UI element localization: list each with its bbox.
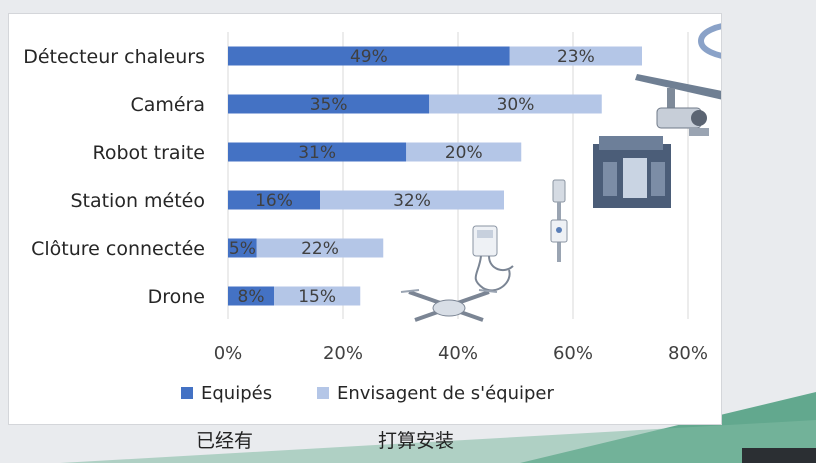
drone-icon [400, 289, 498, 322]
legend-label: Envisagent de s'équiper [337, 383, 554, 404]
bar-planning [320, 190, 504, 210]
bar-planning [429, 94, 602, 114]
data-label: 35% [310, 95, 348, 115]
category-label: Détecteur chaleurs [23, 46, 205, 68]
bars-layer [228, 46, 642, 306]
x-tick-label: 60% [553, 343, 593, 364]
bar-planning [256, 238, 384, 258]
stacked-bar-chart: 0% 20% 40% 60% 80% Détecteur chaleurs Caméra Ro… [23, 23, 721, 404]
heat-detector-collar-icon [698, 23, 721, 59]
weather-station-icon [550, 179, 568, 262]
category-label: Robot traite [93, 142, 205, 164]
category-label: Station météo [70, 190, 205, 212]
bar-planning [509, 46, 642, 66]
caption-equipped: 已经有 [196, 430, 254, 452]
data-label: 31% [298, 143, 336, 163]
dark-corner-block [742, 448, 816, 463]
data-label: 5% [229, 239, 256, 259]
bar-equipped [228, 94, 430, 114]
camera-icon [635, 74, 721, 136]
fence-energizer-icon [472, 225, 514, 292]
x-tick-label: 0% [214, 343, 243, 364]
data-label: 15% [298, 287, 336, 307]
bar-planning [406, 142, 522, 162]
legend: Equipés Envisagent de s'équiper [181, 383, 554, 404]
data-label: 32% [393, 191, 431, 211]
category-label: Caméra [130, 94, 205, 116]
legend-label: Equipés [201, 383, 272, 404]
green-accent-band-light [60, 420, 816, 463]
legend-swatch [181, 387, 193, 399]
category-label: Drone [148, 286, 205, 308]
grid-layer [227, 32, 689, 319]
bar-equipped [228, 190, 320, 210]
bar-equipped [228, 238, 257, 258]
category-label: Clôture connectée [31, 238, 205, 260]
data-label: 23% [557, 47, 595, 67]
bar-equipped [228, 46, 510, 66]
bar-planning [274, 286, 361, 306]
x-tick-label: 40% [438, 343, 478, 364]
legend-swatch [317, 387, 329, 399]
chart-panel: 0% 20% 40% 60% 80% Détecteur chaleurs Caméra Ro… [8, 13, 722, 425]
bar-equipped [228, 142, 407, 162]
data-label: 30% [497, 95, 535, 115]
data-label: 16% [255, 191, 293, 211]
data-label: 49% [350, 47, 388, 67]
x-tick-label: 20% [323, 343, 363, 364]
bar-equipped [228, 286, 274, 306]
labels-layer: 0% 20% 40% 60% 80% Détecteur chaleurs Caméra Ro… [23, 46, 708, 364]
data-label: 8% [238, 287, 265, 307]
milking-robot-icon [593, 136, 671, 208]
data-label: 20% [445, 143, 483, 163]
icons-layer [400, 23, 721, 322]
caption-planning: 打算安装 [378, 430, 455, 452]
data-label: 22% [301, 239, 339, 259]
x-tick-label: 80% [668, 343, 708, 364]
